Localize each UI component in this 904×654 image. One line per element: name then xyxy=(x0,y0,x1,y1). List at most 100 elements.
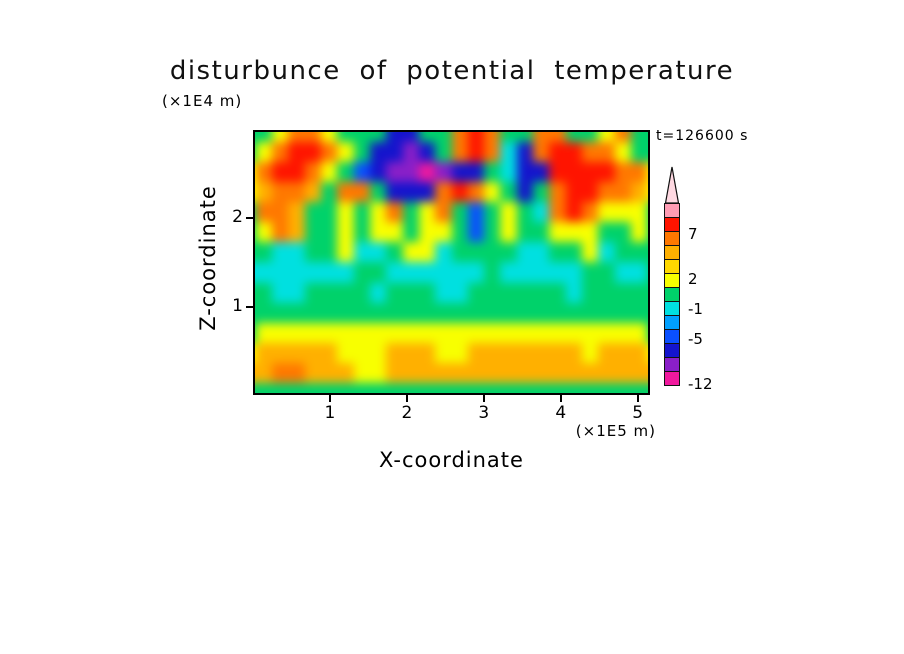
heatmap-cell xyxy=(369,343,387,364)
heatmap-cell xyxy=(631,322,648,344)
heatmap-cell xyxy=(484,242,501,263)
heatmap-cell xyxy=(369,132,387,142)
heatmap-cell xyxy=(386,161,403,182)
heatmap-cell xyxy=(288,363,305,384)
heatmap-cell xyxy=(386,262,403,283)
heatmap-cell xyxy=(631,181,648,203)
heatmap-cell xyxy=(500,282,517,303)
heatmap-cell xyxy=(386,302,403,323)
heatmap-cell xyxy=(500,322,517,344)
heatmap-cell xyxy=(500,181,517,203)
heatmap-cell xyxy=(451,262,468,283)
heatmap-cell xyxy=(337,383,354,393)
heatmap-cell xyxy=(533,383,550,393)
heatmap-cell xyxy=(255,242,256,263)
heatmap-cell xyxy=(435,302,452,323)
colorbar-segment xyxy=(664,357,680,372)
heatmap-cell xyxy=(418,322,436,344)
x-tick-mark xyxy=(328,395,331,402)
colorbar-segment xyxy=(664,217,680,232)
heatmap-cell xyxy=(304,302,321,323)
heatmap-cell xyxy=(565,282,583,303)
heatmap-cell xyxy=(418,282,436,303)
heatmap-cell xyxy=(451,222,468,243)
heatmap-cell xyxy=(271,383,289,393)
heatmap-cell xyxy=(598,141,615,162)
heatmap-cell xyxy=(337,302,354,323)
heatmap-cell xyxy=(288,202,305,223)
heatmap-cell xyxy=(337,202,354,223)
heatmap-cell xyxy=(369,302,387,323)
heatmap-cell xyxy=(435,222,452,243)
heatmap-cell xyxy=(500,132,517,142)
heatmap-cell xyxy=(647,202,648,223)
heatmap-cell xyxy=(451,363,468,384)
heatmap-cell xyxy=(255,282,272,303)
heatmap-cell xyxy=(402,322,419,344)
heatmap-cell xyxy=(255,322,272,344)
heatmap-cell xyxy=(533,132,550,142)
heatmap-cell xyxy=(271,363,289,384)
heatmap-cell xyxy=(484,181,501,203)
heatmap-cell xyxy=(467,132,485,142)
heatmap-cell xyxy=(288,343,305,364)
heatmap-cell xyxy=(516,242,534,263)
heatmap-cell xyxy=(582,181,599,203)
heatmap-cell xyxy=(451,161,468,182)
heatmap-cell xyxy=(369,363,387,384)
heatmap-cell xyxy=(255,161,256,182)
heatmap-cell xyxy=(255,181,272,203)
heatmap-cell xyxy=(631,343,648,364)
heatmap-cell xyxy=(255,302,272,323)
heatmap-cell xyxy=(533,161,550,182)
heatmap-cell xyxy=(516,222,534,243)
x-axis-label: X-coordinate xyxy=(379,448,524,472)
heatmap-cell xyxy=(418,202,436,223)
heatmap-cell xyxy=(369,222,387,243)
heatmap-cell xyxy=(369,242,387,263)
heatmap-cell xyxy=(565,343,583,364)
heatmap-cell xyxy=(402,141,419,162)
heatmap-cell xyxy=(288,262,305,283)
heatmap-cell xyxy=(614,141,632,162)
heatmap-cell xyxy=(565,202,583,223)
y-tick-label: 2 xyxy=(232,207,243,228)
heatmap-cell xyxy=(533,282,550,303)
heatmap-cell xyxy=(565,322,583,344)
heatmap-cell xyxy=(402,282,419,303)
heatmap-cell xyxy=(435,282,452,303)
heatmap-cell xyxy=(467,282,485,303)
heatmap-cell xyxy=(582,132,599,142)
heatmap-cell xyxy=(304,141,321,162)
heatmap-cell xyxy=(582,141,599,162)
heatmap-cell xyxy=(631,302,648,323)
heatmap-cell xyxy=(337,262,354,283)
heatmap-cell xyxy=(320,302,338,323)
heatmap-cell xyxy=(614,383,632,393)
x-tick-mark xyxy=(559,395,562,402)
heatmap-cell xyxy=(565,302,583,323)
heatmap-cell xyxy=(451,322,468,344)
heatmap-cell xyxy=(255,222,256,243)
heatmap-cell xyxy=(500,242,517,263)
heatmap-cell xyxy=(598,282,615,303)
heatmap-cell xyxy=(337,132,354,142)
heatmap-cell xyxy=(386,383,403,393)
heatmap-cell xyxy=(435,132,452,142)
heatmap-cell xyxy=(631,363,648,384)
heatmap-cell xyxy=(337,222,354,243)
x-tick-label: 3 xyxy=(478,403,490,423)
heatmap-cell xyxy=(271,132,289,142)
heatmap-cell xyxy=(549,132,566,142)
heatmap-cell xyxy=(467,363,485,384)
heatmap-cell xyxy=(386,322,403,344)
heatmap-cell xyxy=(647,141,648,162)
heatmap-cell xyxy=(614,202,632,223)
heatmap-cell xyxy=(451,282,468,303)
heatmap-cell xyxy=(467,242,485,263)
heatmap-cell xyxy=(353,343,370,364)
heatmap-cell xyxy=(435,181,452,203)
heatmap-cell xyxy=(484,161,501,182)
heatmap-cell xyxy=(255,202,272,223)
